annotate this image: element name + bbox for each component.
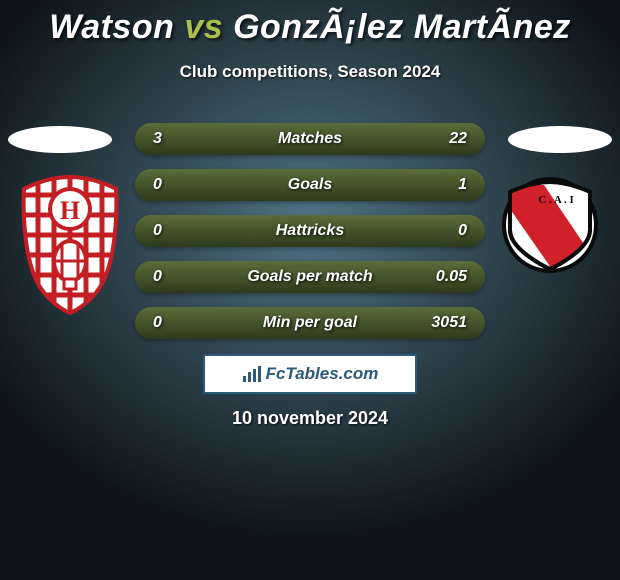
stat-right-value: 1	[458, 176, 467, 194]
brand-footer: FcTables.com	[203, 354, 417, 394]
comparison-card: Watson vs GonzÃ¡lez MartÃ­nez Club compe…	[0, 0, 620, 580]
stat-label: Hattricks	[135, 222, 485, 240]
subtitle: Club competitions, Season 2024	[0, 62, 620, 82]
badge-left-letter: H	[60, 196, 80, 225]
club-badge-right: C . A . I	[500, 175, 600, 280]
stats-container: 3Matches220Goals10Hattricks00Goals per m…	[135, 123, 485, 353]
stat-left-value: 0	[153, 176, 162, 194]
vs-text: vs	[174, 8, 233, 46]
player2-name: GonzÃ¡lez MartÃ­nez	[233, 8, 571, 46]
stat-label: Goals per match	[135, 268, 485, 286]
stat-right-value: 0.05	[436, 268, 467, 286]
stat-right-value: 0	[458, 222, 467, 240]
stat-row: 0Goals per match0.05	[135, 261, 485, 293]
stat-left-value: 3	[153, 130, 162, 148]
badge-right-text: C . A . I	[538, 194, 573, 206]
date-text: 10 november 2024	[0, 408, 620, 429]
bars-icon	[242, 366, 262, 382]
brand-text: FcTables.com	[266, 364, 379, 384]
page-title: Watson vs GonzÃ¡lez MartÃ­nez	[0, 8, 620, 47]
stat-right-value: 22	[449, 130, 467, 148]
stat-label: Matches	[135, 130, 485, 148]
stat-left-value: 0	[153, 314, 162, 332]
right-oval-decor	[508, 126, 612, 153]
stat-row: 0Min per goal3051	[135, 307, 485, 339]
stat-row: 0Hattricks0	[135, 215, 485, 247]
stat-left-value: 0	[153, 222, 162, 240]
stat-left-value: 0	[153, 268, 162, 286]
stat-label: Goals	[135, 176, 485, 194]
left-oval-decor	[8, 126, 112, 153]
stat-right-value: 3051	[431, 314, 467, 332]
stat-row: 3Matches22	[135, 123, 485, 155]
club-badge-left: H	[20, 175, 120, 320]
stat-row: 0Goals1	[135, 169, 485, 201]
player1-name: Watson	[49, 8, 174, 46]
